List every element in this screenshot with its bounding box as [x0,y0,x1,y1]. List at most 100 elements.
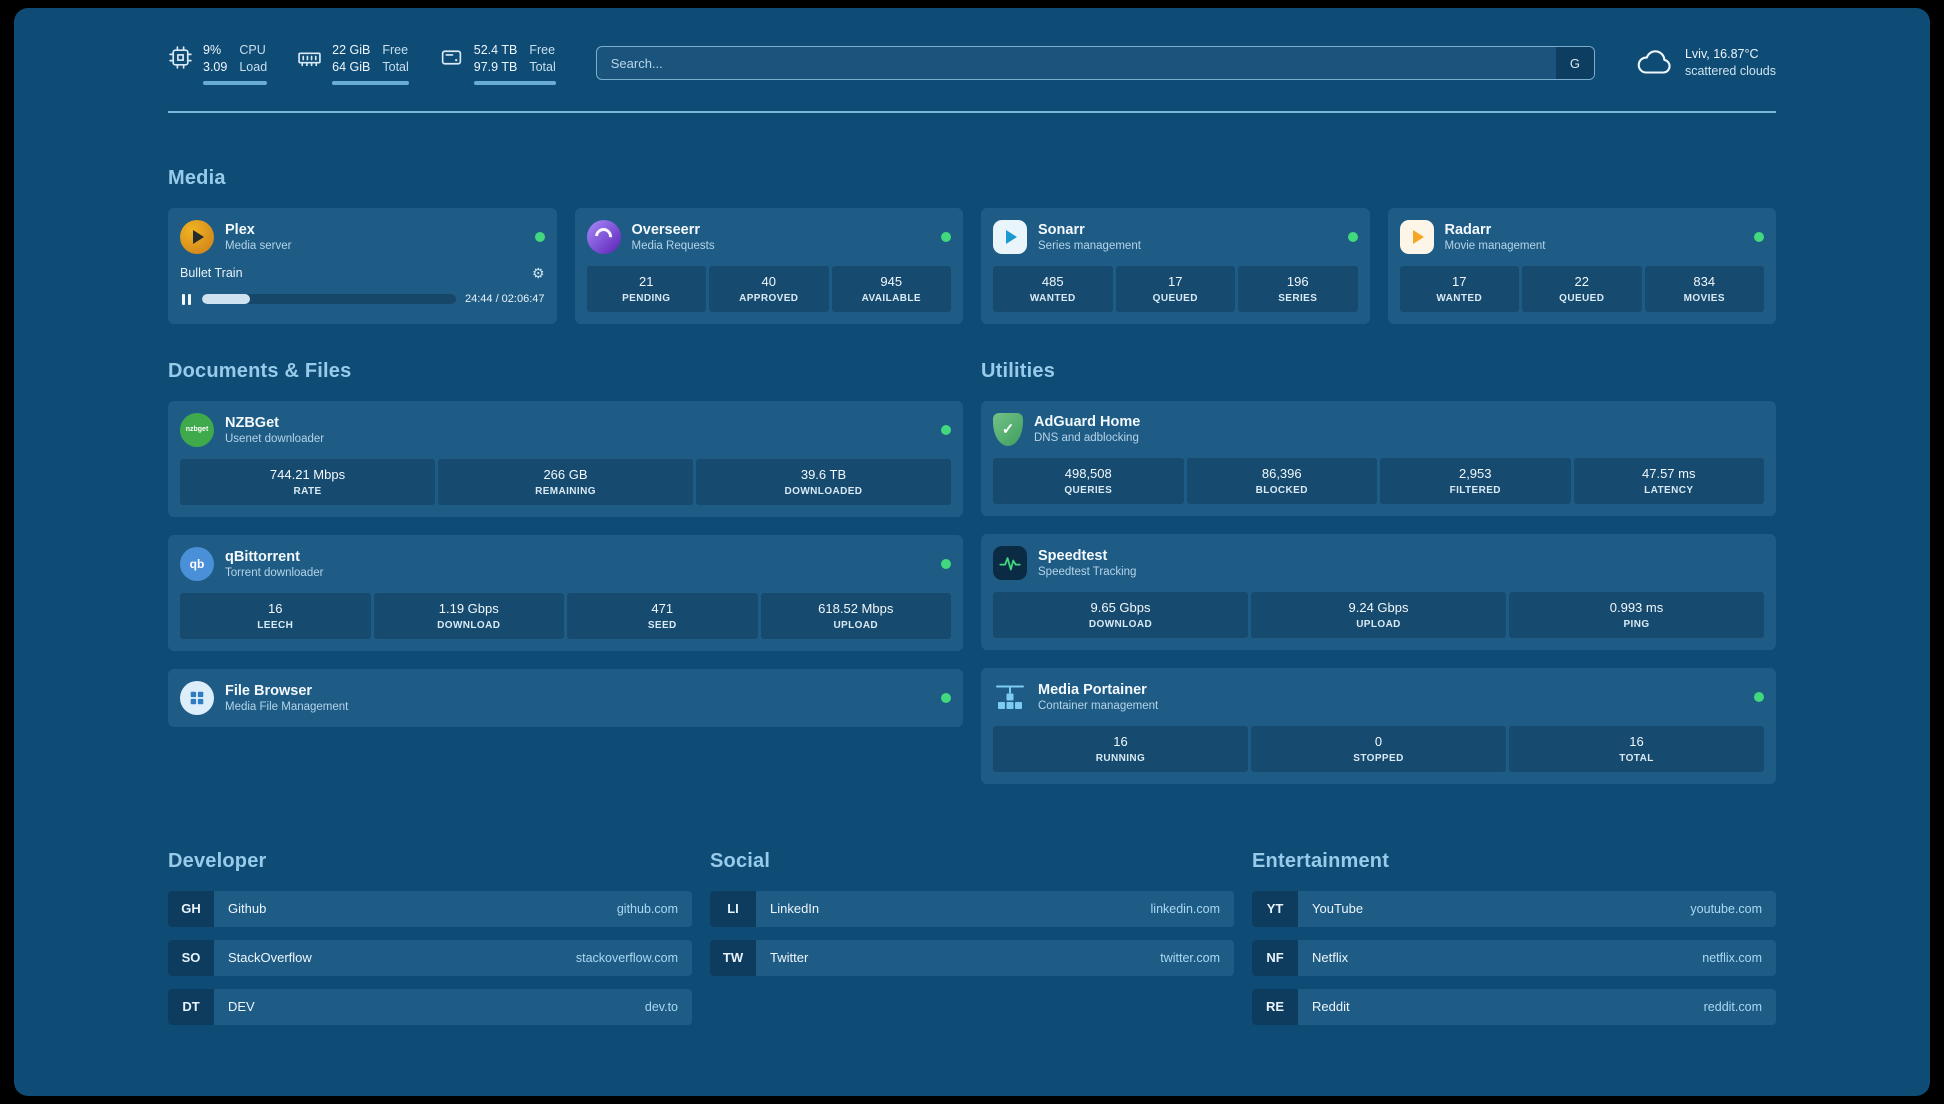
bookmark-github[interactable]: GH Github github.com [168,890,692,927]
stat-seed: 471 SEED [567,592,758,639]
search-engine-button[interactable]: G [1555,47,1594,80]
bookmark-reddit[interactable]: RE Reddit reddit.com [1252,988,1776,1025]
bookmark-url: dev.to [644,999,678,1014]
service-desc: Series management [1038,239,1141,252]
qbittorrent-icon: qb [180,546,214,581]
service-desc: Usenet downloader [225,432,325,445]
service-card-radarr[interactable]: Radarr Movie management 17 WANTED 22 QUEUE… [1387,207,1776,324]
service-card-overseerr[interactable]: Overseerr Media Requests 21 PENDING 40 APP… [574,207,963,324]
service-desc: Media File Management [225,700,349,713]
stat-total: 16 TOTAL [1509,725,1764,772]
bookmark-name: LinkedIn [770,901,820,917]
cpu-load: 3.09 [203,59,228,74]
disk-icon [441,50,461,65]
bookmark-name: Netflix [1312,950,1349,966]
bookmark-name: YouTube [1312,901,1364,917]
status-dot [941,231,951,242]
status-dot [1754,231,1764,242]
stat-approved: 40 APPROVED [709,265,829,312]
disk-total-label: Total [529,59,556,74]
status-dot [1347,231,1358,242]
status-dot [941,692,951,703]
bookmark-netflix[interactable]: NF Netflix netflix.com [1252,939,1776,976]
bookmark-linkedin[interactable]: LI LinkedIn linkedin.com [710,890,1234,927]
bookmark-abbr: SO [168,939,214,976]
service-card-adguard[interactable]: ✓ AdGuard Home DNS and adblocking 498,50… [981,400,1776,516]
bookmark-url: netflix.com [1702,950,1762,965]
memory-free-label: Free [382,43,409,57]
dashboard: 9% 3.09 CPU Load [14,8,1930,1096]
service-card-sonarr[interactable]: Sonarr Series management 485 WANTED 17 QUE… [981,207,1370,324]
cpu-label: CPU [239,43,266,57]
stat-latency: 47.57 ms LATENCY [1573,457,1764,504]
service-desc: Media server [225,239,292,252]
service-name: qBittorrent [225,548,300,565]
section-title-media: Media [168,166,226,189]
stat-stopped: 0 STOPPED [1251,725,1506,772]
stat-wanted: 485 WANTED [993,265,1113,312]
bookmark-abbr: NF [1252,939,1298,976]
bookmark-name: DEV [228,999,255,1015]
memory-widget: 22 GiB 64 GiB Free Total [297,42,409,85]
service-name: Media Portainer [1038,681,1147,698]
bookmark-url: twitter.com [1160,950,1220,965]
stat-upload: 618.52 Mbps UPLOAD [760,592,951,639]
system-metrics: 9% 3.09 CPU Load [168,42,556,85]
cpu-icon [169,46,192,69]
memory-icon [298,52,321,67]
top-bar: 9% 3.09 CPU Load [168,42,1776,85]
bookmark-abbr: RE [1252,988,1298,1025]
service-card-filebrowser[interactable]: File Browser Media File Management [168,668,963,727]
bookmark-dev[interactable]: DT DEV dev.to [168,988,692,1025]
bookmark-url: reddit.com [1703,999,1762,1014]
bookmark-twitter[interactable]: TW Twitter twitter.com [710,939,1234,976]
stat-running: 16 RUNNING [993,725,1248,772]
service-card-portainer[interactable]: Media Portainer Container management 16 R… [981,667,1776,784]
bookmark-abbr: YT [1252,890,1298,927]
stat-blocked: 86,396 BLOCKED [1186,457,1377,504]
stat-remaining: 266 GB REMAINING [438,458,693,505]
section-title-utilities: Utilities [981,359,1056,382]
bookmark-name: Github [228,901,267,917]
bookmark-stackoverflow[interactable]: SO StackOverflow stackoverflow.com [168,939,692,976]
service-name: NZBGet [225,414,279,431]
cloud-icon [1637,50,1671,74]
service-desc: Torrent downloader [225,566,324,579]
bookmark-abbr: LI [710,890,756,927]
stat-upload: 9.24 Gbps UPLOAD [1251,591,1506,638]
weather-location: Lviv, 16.87°C [1684,46,1759,61]
service-card-plex[interactable]: Plex Media server Bullet Train ⚙ 24:44 /… [168,207,557,324]
service-desc: Media Requests [631,239,715,252]
bookmark-name: Reddit [1312,999,1350,1015]
stat-queries: 498,508 QUERIES [993,457,1184,504]
filebrowser-icon [180,680,214,715]
memory-usage-bar [332,80,409,85]
playback-progress-bar [202,294,456,305]
stat-download: 9.65 Gbps DOWNLOAD [993,591,1248,638]
stat-queued: 22 QUEUED [1522,265,1642,312]
service-name: Speedtest [1038,547,1108,564]
search-input[interactable] [596,47,1556,80]
service-card-nzbget[interactable]: nzbget NZBGet Usenet downloader 744.21 M… [168,400,963,517]
portainer-icon [993,680,1027,714]
service-card-speedtest[interactable]: Speedtest Speedtest Tracking 9.65 Gbps DO… [981,533,1776,650]
overseerr-icon [586,219,621,254]
bookmark-youtube[interactable]: YT YouTube youtube.com [1252,890,1776,927]
gear-icon[interactable]: ⚙ [531,264,545,281]
memory-total-label: Total [382,59,409,74]
service-desc: DNS and adblocking [1034,432,1139,445]
status-dot [534,231,545,242]
cpu-widget: 9% 3.09 CPU Load [168,42,268,85]
section-title-documents: Documents & Files [168,359,352,382]
stat-filtered: 2,953 FILTERED [1380,457,1571,504]
pause-button[interactable] [180,292,193,307]
now-playing-title: Bullet Train [180,266,243,281]
stat-leech: 16 LEECH [180,592,371,639]
service-card-qbittorrent[interactable]: qb qBittorrent Torrent downloader 16 LEEC… [168,534,963,651]
stat-ping: 0.993 ms PING [1509,591,1764,638]
memory-free: 22 GiB [332,43,371,57]
bookmark-abbr: GH [168,890,214,927]
status-dot [1754,691,1764,702]
disk-usage-bar [473,80,556,85]
bookmark-url: stackoverflow.com [575,950,678,965]
